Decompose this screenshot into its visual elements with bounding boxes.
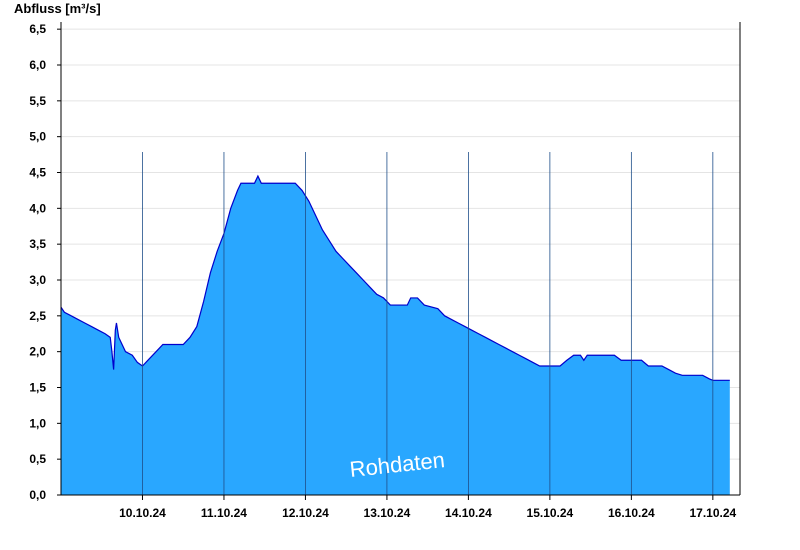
y-axis-label: Abfluss [m³/s] xyxy=(14,1,101,16)
y-tick-label: 5,0 xyxy=(29,130,46,144)
x-tick-label: 14.10.24 xyxy=(445,506,492,520)
discharge-line xyxy=(60,174,730,381)
x-tick-label: 11.10.24 xyxy=(201,506,247,520)
y-tick-label: 3,0 xyxy=(29,273,46,287)
y-tick-label: 1,5 xyxy=(29,381,46,395)
x-tick-label: 15.10.24 xyxy=(527,506,574,520)
x-tick-label: 13.10.24 xyxy=(364,506,411,520)
x-tick-labels: 10.10.24 11.10.24 12.10.24 13.10.24 14.10.24… xyxy=(119,495,737,520)
y-tick-labels: 0,0 0,5 1,0 1,5 2,0 2,5 3,0 3,5 4,0 4,5 5,0 5,5 6,0 6… xyxy=(29,22,61,502)
discharge-area-fill xyxy=(61,176,730,495)
x-tick-label: 10.10.24 xyxy=(119,506,166,520)
y-tick-label: 6,0 xyxy=(29,58,46,72)
discharge-area xyxy=(60,174,730,495)
x-tick-label: 16.10.24 xyxy=(608,506,655,520)
day-separators xyxy=(142,152,714,495)
y-tick-label: 3,5 xyxy=(29,237,46,251)
y-tick-label: 2,0 xyxy=(29,345,46,359)
y-tick-label: 0,5 xyxy=(29,452,46,466)
y-tick-label: 0,0 xyxy=(29,488,46,502)
y-tick-label: 4,0 xyxy=(29,201,46,215)
x-tick-label: 17.10.24 xyxy=(689,506,736,520)
x-tick-label: 12.10.24 xyxy=(282,506,329,520)
y-tick-label: 1,0 xyxy=(29,416,46,430)
y-tick-label: 2,5 xyxy=(29,309,46,323)
y-tick-label: 4,5 xyxy=(29,166,46,180)
y-tick-label: 5,5 xyxy=(29,94,46,108)
y-tick-label: 6,5 xyxy=(29,22,46,36)
